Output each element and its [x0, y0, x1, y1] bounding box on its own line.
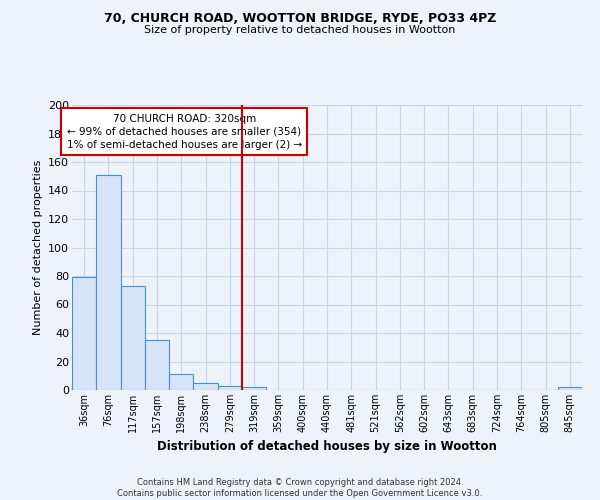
Bar [558, 387, 582, 390]
Text: 70 CHURCH ROAD: 320sqm
← 99% of detached houses are smaller (354)
1% of semi-det: 70 CHURCH ROAD: 320sqm ← 99% of detached… [67, 114, 302, 150]
Bar [242, 387, 266, 390]
Bar [145, 340, 169, 390]
Bar [218, 386, 242, 390]
Y-axis label: Number of detached properties: Number of detached properties [32, 160, 43, 335]
Bar [193, 383, 218, 390]
Bar [96, 175, 121, 390]
Text: 70, CHURCH ROAD, WOOTTON BRIDGE, RYDE, PO33 4PZ: 70, CHURCH ROAD, WOOTTON BRIDGE, RYDE, P… [104, 12, 496, 26]
Bar [72, 278, 96, 390]
Bar [169, 374, 193, 390]
X-axis label: Distribution of detached houses by size in Wootton: Distribution of detached houses by size … [157, 440, 497, 454]
Text: Size of property relative to detached houses in Wootton: Size of property relative to detached ho… [145, 25, 455, 35]
Bar [121, 286, 145, 390]
Text: Contains HM Land Registry data © Crown copyright and database right 2024.
Contai: Contains HM Land Registry data © Crown c… [118, 478, 482, 498]
